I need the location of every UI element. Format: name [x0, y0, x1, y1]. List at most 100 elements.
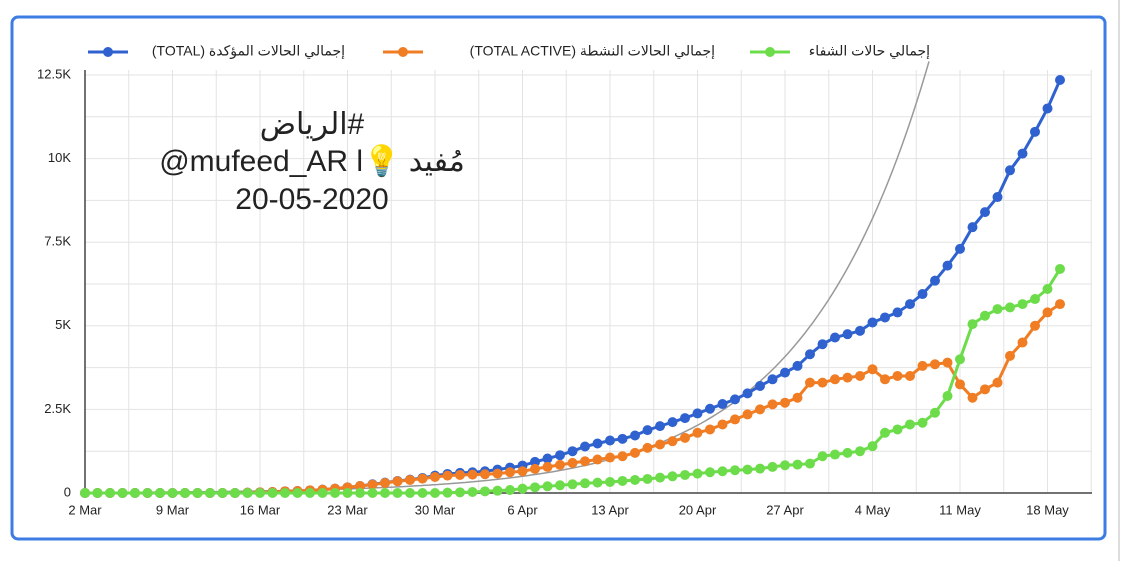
data-point [605, 476, 615, 487]
y-tick-label: 12.5K [37, 66, 71, 81]
data-point [655, 472, 665, 483]
data-point [167, 488, 178, 498]
data-point [1017, 148, 1028, 159]
data-point [992, 304, 1003, 315]
data-point [705, 467, 715, 478]
x-tick-label: 11 May [939, 502, 981, 517]
legend-label: إجمالي حالات الشفاء [809, 43, 930, 60]
data-point [855, 325, 865, 336]
data-point [980, 207, 990, 218]
legend-marker [103, 47, 113, 57]
data-point [955, 379, 965, 390]
data-point [680, 432, 690, 443]
y-tick-label: 2.5K [44, 401, 71, 416]
data-point [705, 424, 715, 435]
data-point [917, 360, 928, 371]
x-tick-label: 6 Apr [507, 502, 538, 517]
data-point [442, 487, 453, 498]
data-point [92, 488, 103, 498]
data-point [730, 465, 740, 476]
data-point [792, 360, 803, 371]
data-point [717, 466, 728, 477]
data-point [842, 372, 853, 383]
data-point [367, 479, 378, 490]
data-point [942, 260, 953, 271]
data-point [567, 479, 578, 490]
data-point [492, 468, 503, 479]
y-tick-label: 7.5K [44, 234, 71, 249]
data-point [880, 312, 890, 323]
data-point [1042, 307, 1053, 318]
data-point [967, 319, 978, 330]
data-point [1005, 302, 1015, 313]
data-point [455, 487, 465, 498]
data-point [892, 307, 903, 318]
data-point [580, 441, 590, 452]
data-point [542, 461, 553, 472]
data-point [530, 463, 540, 474]
data-point [530, 456, 540, 467]
data-point [855, 446, 865, 457]
data-point [942, 391, 953, 402]
data-point [630, 474, 640, 485]
grid [84, 70, 1092, 494]
data-point [467, 486, 478, 497]
x-tick-label: 13 Apr [591, 502, 629, 517]
data-point [767, 399, 778, 410]
data-point [917, 417, 928, 428]
x-tick-label: 2 Mar [68, 502, 102, 517]
data-point [830, 374, 840, 385]
x-tick-label: 23 Mar [327, 502, 368, 517]
x-tick-label: 16 Mar [240, 502, 281, 517]
data-point [955, 354, 965, 365]
data-point [730, 414, 740, 425]
data-point [817, 451, 828, 462]
data-point [792, 459, 803, 470]
data-point [992, 192, 1003, 203]
data-point [117, 488, 128, 498]
data-point [630, 447, 640, 458]
data-point [992, 377, 1003, 388]
data-point [930, 407, 940, 418]
data-point [955, 243, 965, 254]
data-point [142, 488, 153, 498]
data-point [355, 480, 365, 491]
data-point [192, 488, 203, 498]
data-point [892, 370, 903, 381]
data-point [217, 488, 228, 498]
legend-marker [398, 47, 408, 57]
data-point [780, 460, 790, 471]
data-point [580, 478, 590, 489]
data-point [1005, 350, 1015, 361]
data-point [917, 289, 928, 300]
x-tick-label: 20 Apr [679, 502, 717, 517]
data-point [1017, 299, 1028, 310]
data-point [655, 421, 665, 432]
data-point [1005, 165, 1015, 176]
data-point [592, 454, 603, 465]
data-point [380, 477, 390, 488]
data-point [105, 488, 115, 498]
data-point [867, 441, 878, 452]
data-point [630, 430, 640, 441]
data-point [755, 463, 765, 474]
data-point [230, 488, 240, 498]
data-point [530, 482, 540, 493]
data-point [1055, 75, 1065, 86]
data-point [642, 442, 653, 453]
data-point [1030, 320, 1040, 331]
annotation: @mufeed_AR l💡 مُفيد [159, 143, 465, 178]
data-point [392, 488, 403, 498]
data-point [567, 446, 578, 457]
data-point [892, 424, 903, 435]
data-point [1042, 284, 1053, 295]
legend-label: إجمالي الحالات المؤكدة (TOTAL) [152, 43, 345, 60]
data-point [730, 394, 740, 405]
data-point [405, 488, 415, 498]
data-point [755, 380, 765, 391]
data-point [430, 471, 440, 482]
data-point [255, 488, 265, 498]
data-point [905, 419, 915, 430]
data-point [942, 357, 953, 368]
